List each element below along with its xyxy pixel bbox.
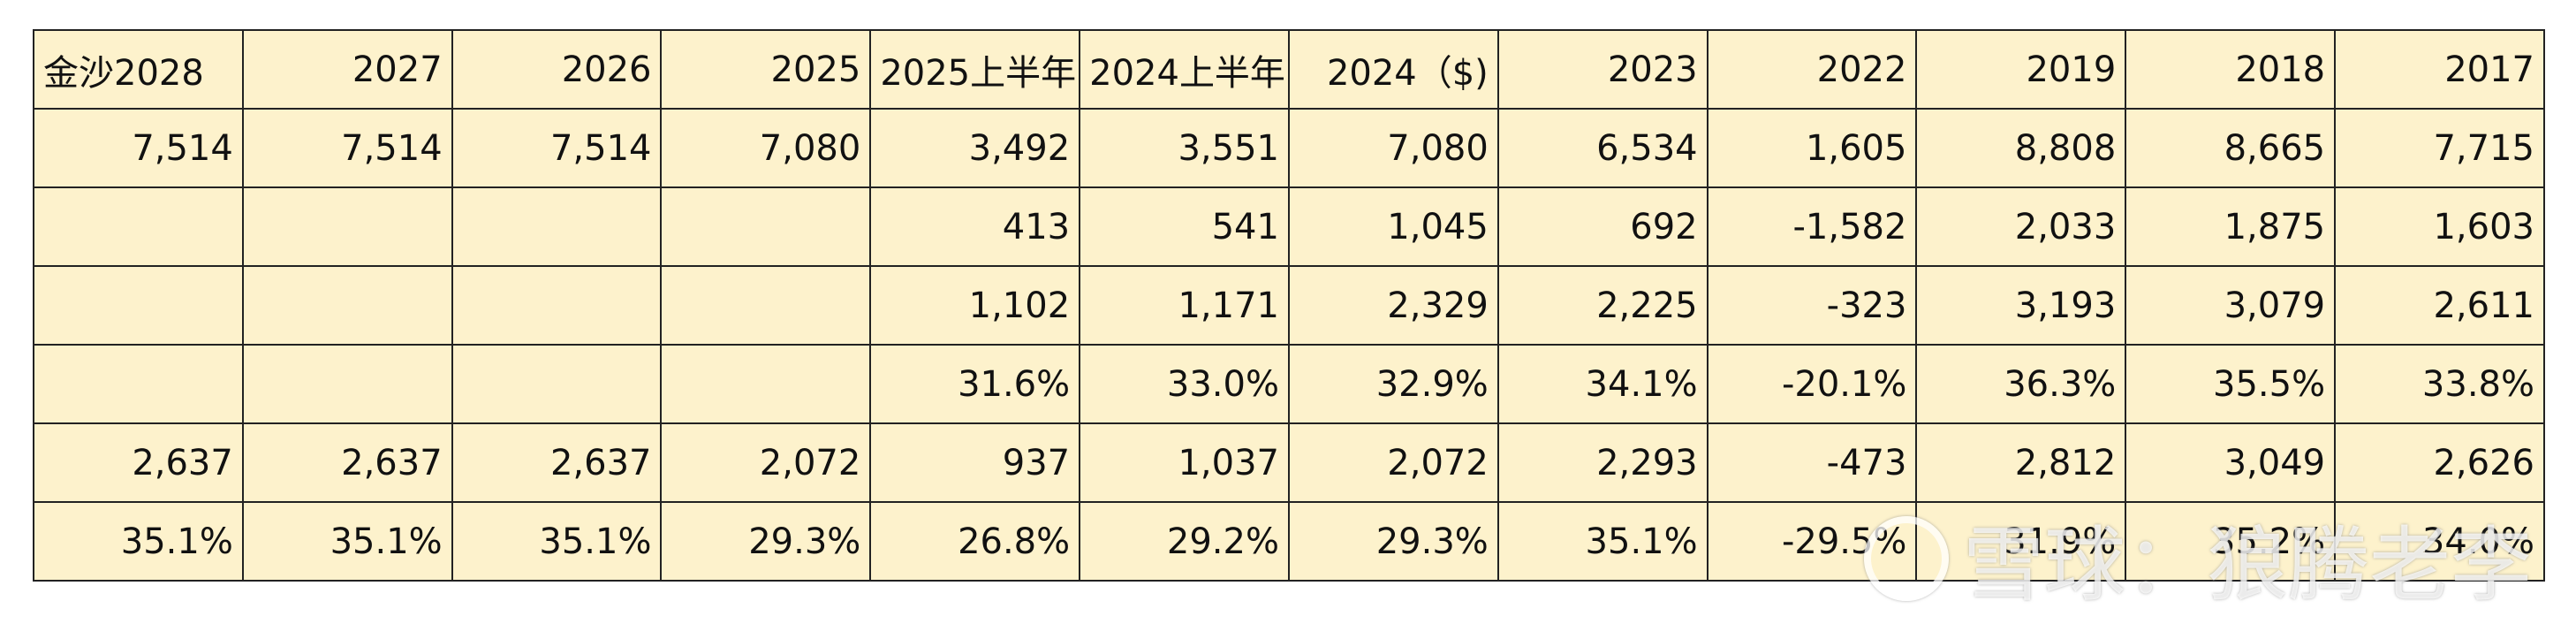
header-cell: 2023	[1496, 29, 1708, 110]
table-cell: 35.1%	[33, 501, 244, 582]
table-cell: 31.9%	[1915, 501, 2127, 582]
table-cell: 35.2%	[2125, 501, 2337, 582]
table-cell	[241, 265, 453, 346]
table-cell	[241, 344, 453, 424]
table-cell: 692	[1496, 186, 1708, 267]
table-cell	[660, 186, 872, 267]
header-cell: 2019	[1915, 29, 2127, 110]
table-cell	[660, 344, 872, 424]
table-cell: 2,637	[33, 422, 244, 503]
table-cell: 2,329	[1287, 265, 1499, 346]
table-cell: 3,551	[1079, 108, 1290, 188]
table-cell: -1,582	[1706, 186, 1918, 267]
table-cell: 1,037	[1079, 422, 1290, 503]
table-cell: 2,812	[1915, 422, 2127, 503]
table-cell: 413	[869, 186, 1081, 267]
table-cell: 3,079	[2125, 265, 2337, 346]
table-cell: 29.3%	[1287, 501, 1499, 582]
table-cell: 1,603	[2334, 186, 2545, 267]
table-row: 1,102 1,171 2,329 2,225 -323 3,193 3,079 2,611	[33, 265, 2545, 346]
table-cell: 34.0%	[2334, 501, 2545, 582]
table-cell: 2,637	[241, 422, 453, 503]
table-cell: 35.1%	[241, 501, 453, 582]
table-cell: 7,715	[2334, 108, 2545, 188]
table-cell: 2,072	[660, 422, 872, 503]
table-row: 413 541 1,045 692 -1,582 2,033 1,875 1,603	[33, 186, 2545, 267]
table-cell: -20.1%	[1706, 344, 1918, 424]
table-cell: 1,102	[869, 265, 1081, 346]
table-cell: 1,045	[1287, 186, 1499, 267]
table-cell: 35.1%	[1496, 501, 1708, 582]
table-cell: 8,665	[2125, 108, 2337, 188]
table-cell: 35.5%	[2125, 344, 2337, 424]
header-cell: 2017	[2334, 29, 2545, 110]
table-cell: 26.8%	[869, 501, 1081, 582]
header-cell: 金沙2028	[33, 29, 244, 110]
table-cell: 7,514	[241, 108, 453, 188]
table-cell: -473	[1706, 422, 1918, 503]
table-cell: 2,611	[2334, 265, 2545, 346]
table-cell: 1,875	[2125, 186, 2337, 267]
table-cell	[33, 344, 244, 424]
table-cell: 6,534	[1496, 108, 1708, 188]
table-row: 2,637 2,637 2,637 2,072 937 1,037 2,072 2,293 -4…	[33, 422, 2545, 503]
table-cell: 2,225	[1496, 265, 1708, 346]
table-cell: 32.9%	[1287, 344, 1499, 424]
header-cell: 2025	[660, 29, 872, 110]
table-cell: 7,080	[1287, 108, 1499, 188]
table-cell: -323	[1706, 265, 1918, 346]
table-cell: 7,514	[451, 108, 663, 188]
table-cell: 541	[1079, 186, 1290, 267]
table-cell: 3,492	[869, 108, 1081, 188]
table-cell	[660, 265, 872, 346]
table-cell: 7,080	[660, 108, 872, 188]
watermark-logo	[1864, 515, 1949, 601]
table-cell: 7,514	[33, 108, 244, 188]
header-cell: 2022	[1706, 29, 1918, 110]
table-cell: 1,605	[1706, 108, 1918, 188]
table-cell	[451, 186, 663, 267]
table-cell: 35.1%	[451, 501, 663, 582]
table-cell: 33.8%	[2334, 344, 2545, 424]
header-cell: 2024（$)	[1287, 29, 1499, 110]
table-cell: 1,171	[1079, 265, 1290, 346]
table-cell: 3,049	[2125, 422, 2337, 503]
table-cell	[33, 186, 244, 267]
header-cell: 2027	[241, 29, 453, 110]
table-cell: 33.0%	[1079, 344, 1290, 424]
table-cell	[451, 344, 663, 424]
header-cell: 2026	[451, 29, 663, 110]
table-cell	[241, 186, 453, 267]
table-cell: 31.6%	[869, 344, 1081, 424]
table-cell: 2,637	[451, 422, 663, 503]
table-row: 7,514 7,514 7,514 7,080 3,492 3,551 7,080 6,534…	[33, 108, 2545, 188]
table-cell: 2,626	[2334, 422, 2545, 503]
table-cell	[33, 265, 244, 346]
table-cell: 3,193	[1915, 265, 2127, 346]
table-cell: 2,033	[1915, 186, 2127, 267]
table-cell: 2,293	[1496, 422, 1708, 503]
table-cell: 29.2%	[1079, 501, 1290, 582]
data-table: 金沙2028 2027 2026 2025 2025上半年 2024上半年 2024（$) 2…	[33, 29, 2545, 582]
watermark-text: 雪球：狼腾老李	[1963, 518, 2533, 612]
watermark: 雪球：狼腾老李	[1864, 499, 2532, 617]
header-cell: 2025上半年	[869, 29, 1081, 110]
table-cell	[451, 265, 663, 346]
table-cell: 29.3%	[660, 501, 872, 582]
header-cell: 2024上半年	[1079, 29, 1290, 110]
table-row: 35.1% 35.1% 35.1% 29.3% 26.8% 29.2% 29.3% 35.1%…	[33, 501, 2545, 582]
table-cell: 8,808	[1915, 108, 2127, 188]
table-cell: 2,072	[1287, 422, 1499, 503]
table-cell: 34.1%	[1496, 344, 1708, 424]
table-cell: 937	[869, 422, 1081, 503]
header-row: 金沙2028 2027 2026 2025 2025上半年 2024上半年 2024（$) 2…	[33, 29, 2545, 110]
header-cell: 2018	[2125, 29, 2337, 110]
table-row: 31.6% 33.0% 32.9% 34.1% -20.1% 36.3% 35.5% 33.8…	[33, 344, 2545, 424]
table-cell: 36.3%	[1915, 344, 2127, 424]
